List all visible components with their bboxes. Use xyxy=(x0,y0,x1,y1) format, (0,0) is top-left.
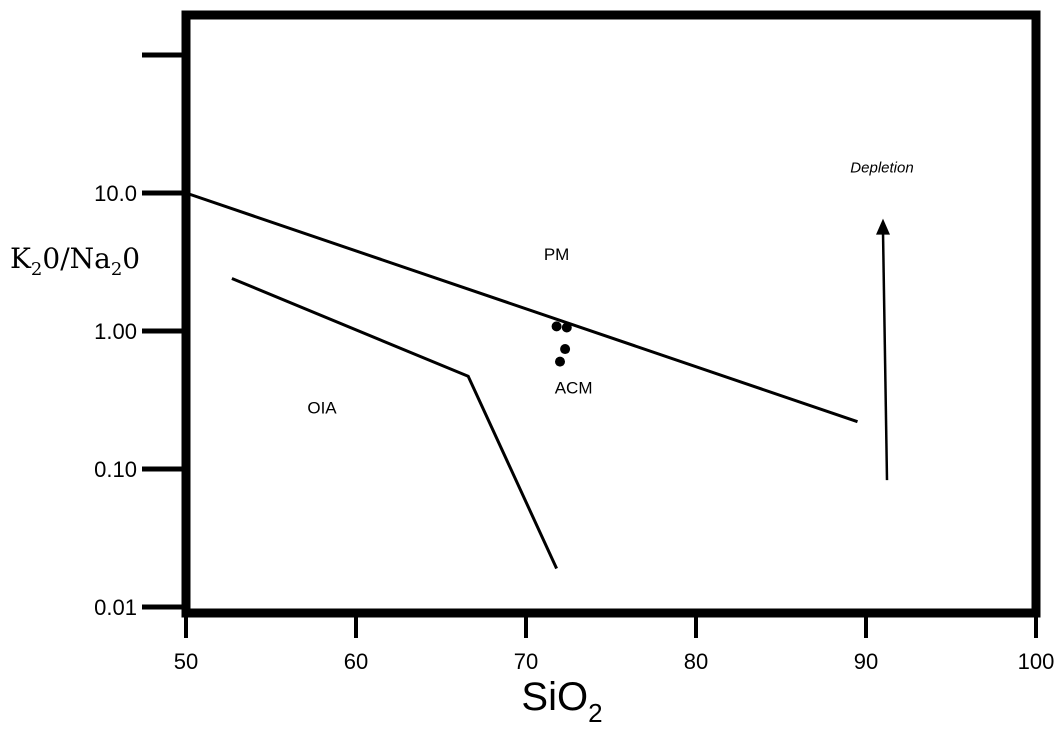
data-point xyxy=(555,356,565,367)
y-label-part: 0 xyxy=(122,242,140,275)
boundary-line xyxy=(185,191,858,424)
field-boundaries xyxy=(185,191,858,570)
x-tick-label: 90 xyxy=(854,649,878,674)
y-axis-label: K20/Na20 xyxy=(10,242,140,280)
region-label: PM xyxy=(544,245,570,264)
y-label-part: 0/Na xyxy=(42,242,110,275)
x-tick-label: 70 xyxy=(514,649,538,674)
data-point xyxy=(561,322,572,333)
x-axis-ticks: 50 60 70 80 90 100 xyxy=(174,613,1055,674)
boundary-line xyxy=(231,277,558,570)
y-tick-label: 1.00 xyxy=(94,319,137,344)
x-tick-label: 50 xyxy=(174,649,198,674)
depletion-arrow-head xyxy=(876,218,890,235)
x-tick-label: 100 xyxy=(1018,649,1055,674)
y-tick-label: 0.10 xyxy=(94,457,137,482)
x-label-sub: 2 xyxy=(588,698,602,728)
plot-frame xyxy=(181,10,1041,618)
region-label: OIA xyxy=(307,398,337,417)
depletion-label: Depletion xyxy=(850,160,913,177)
data-point xyxy=(551,321,562,332)
depletion-arrow-shaft xyxy=(881,231,889,481)
y-tick-label: 10.0 xyxy=(94,181,137,206)
y-label-sub: 2 xyxy=(31,259,42,280)
x-axis-label: SiO2 xyxy=(521,675,602,728)
data-points xyxy=(551,321,572,367)
data-point xyxy=(560,344,571,355)
depletion-annotation: Depletion xyxy=(850,160,914,481)
region-label: ACM xyxy=(555,378,593,397)
x-label-main: SiO xyxy=(521,675,588,719)
x-tick-label: 80 xyxy=(684,649,708,674)
region-labels: PM ACM OIA xyxy=(307,245,592,417)
y-label-part: K xyxy=(10,242,32,275)
y-tick-label: 0.01 xyxy=(94,595,137,620)
x-tick-label: 60 xyxy=(344,649,368,674)
y-label-sub: 2 xyxy=(111,259,122,280)
y-axis-ticks: 0.01 0.10 1.00 10.0 xyxy=(94,52,186,620)
